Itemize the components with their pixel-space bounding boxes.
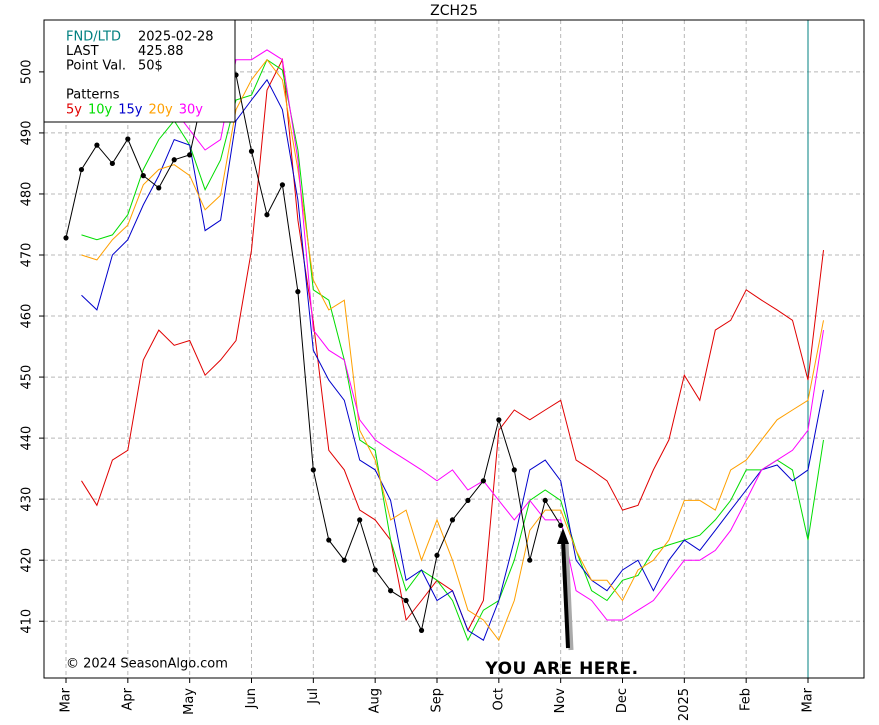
y-tick-label: 470 <box>20 243 35 268</box>
current-line-point <box>171 157 177 163</box>
current-line-point <box>496 417 502 423</box>
x-tick-label: Nov <box>553 688 568 714</box>
copyright: © 2024 SeasonAlgo.com <box>66 657 228 672</box>
current-line-point <box>187 152 193 158</box>
legend-entry: 20y <box>148 103 173 118</box>
current-line-point <box>140 173 146 179</box>
current-line-point <box>109 160 115 167</box>
current-line-point <box>125 136 131 142</box>
x-tick-label: Mar <box>59 687 74 712</box>
current-line-point <box>279 182 286 188</box>
info-layer: FND/LTD 2025-02-28 LAST 425.88 Point Val. 50$… <box>66 30 214 118</box>
current-line-point <box>357 517 363 523</box>
info-box <box>43 19 236 123</box>
current-line-point <box>558 522 564 529</box>
pattern-line <box>81 58 824 642</box>
info-value: 425.88 <box>138 44 184 59</box>
chart-title: ZCH25 <box>430 3 478 19</box>
legend-entry: 10y <box>88 103 113 118</box>
current-line-point <box>511 467 517 473</box>
y-tick-label: 430 <box>20 487 35 512</box>
y-tick-label: 450 <box>20 365 35 390</box>
you-are-here: YOU ARE HERE. <box>484 659 638 679</box>
y-tick-label: 500 <box>20 59 35 84</box>
x-tick-label: Feb <box>739 688 754 711</box>
current-line-point <box>295 289 301 295</box>
current-line-point <box>418 627 425 633</box>
x-tick-label: Sep <box>430 688 445 713</box>
x-tick-label: Jul <box>306 688 321 705</box>
current-line-point <box>465 497 471 503</box>
current-line-point <box>372 567 378 573</box>
current-line-point <box>63 235 69 241</box>
x-tick-label: Apr <box>120 687 135 710</box>
current-line-point <box>480 478 486 484</box>
info-value: 50$ <box>138 59 163 74</box>
current-line-point <box>94 142 100 148</box>
y-tick-label: 410 <box>20 609 35 634</box>
y-tick-label: 420 <box>20 548 35 573</box>
you-are-here-arrow <box>557 528 574 651</box>
current-line-point <box>156 185 162 191</box>
pattern-line <box>81 49 824 621</box>
series-layer <box>63 49 824 642</box>
current-line-point <box>341 557 347 563</box>
current-line-point <box>248 148 255 154</box>
current-line-point <box>388 588 394 594</box>
info-label: LAST <box>66 44 99 59</box>
x-tick-label: Mar <box>801 687 816 712</box>
grid-layer: 410 420 430 440 450 460 470 480 490 500 Mar Apr May J… <box>20 20 864 721</box>
current-line-point <box>310 467 316 473</box>
x-tick-label: Dec <box>615 688 630 713</box>
x-tick-label: May <box>182 688 197 715</box>
current-line-point <box>542 497 548 503</box>
current-line-point <box>434 552 440 558</box>
y-tick-label: 480 <box>20 182 35 207</box>
y-tick-label: 440 <box>20 426 35 451</box>
current-line-point <box>449 517 456 523</box>
pattern-line <box>81 58 824 642</box>
legend-entry: 30y <box>179 103 204 118</box>
x-tick-label: Oct <box>491 688 506 710</box>
info-label: Point Val. <box>66 59 126 74</box>
legend-entry: 15y <box>118 103 143 118</box>
pattern-line <box>81 78 824 641</box>
x-tick-label: 2025 <box>677 688 692 721</box>
current-line-point <box>403 597 409 604</box>
info-value: 2025-02-28 <box>138 30 214 45</box>
current-line-point <box>527 557 533 563</box>
x-tick-label: Aug <box>368 688 383 713</box>
info-label: FND/LTD <box>66 30 121 45</box>
patterns-label: Patterns <box>66 88 120 103</box>
current-line-point <box>326 537 332 543</box>
current-line-point <box>78 166 85 173</box>
current-line-point <box>264 212 270 218</box>
legend-entry: 5y <box>66 103 82 118</box>
plot-frame <box>43 19 865 679</box>
x-tick-label: Jun <box>244 688 259 709</box>
y-tick-label: 490 <box>20 121 35 146</box>
y-tick-label: 460 <box>20 304 35 329</box>
